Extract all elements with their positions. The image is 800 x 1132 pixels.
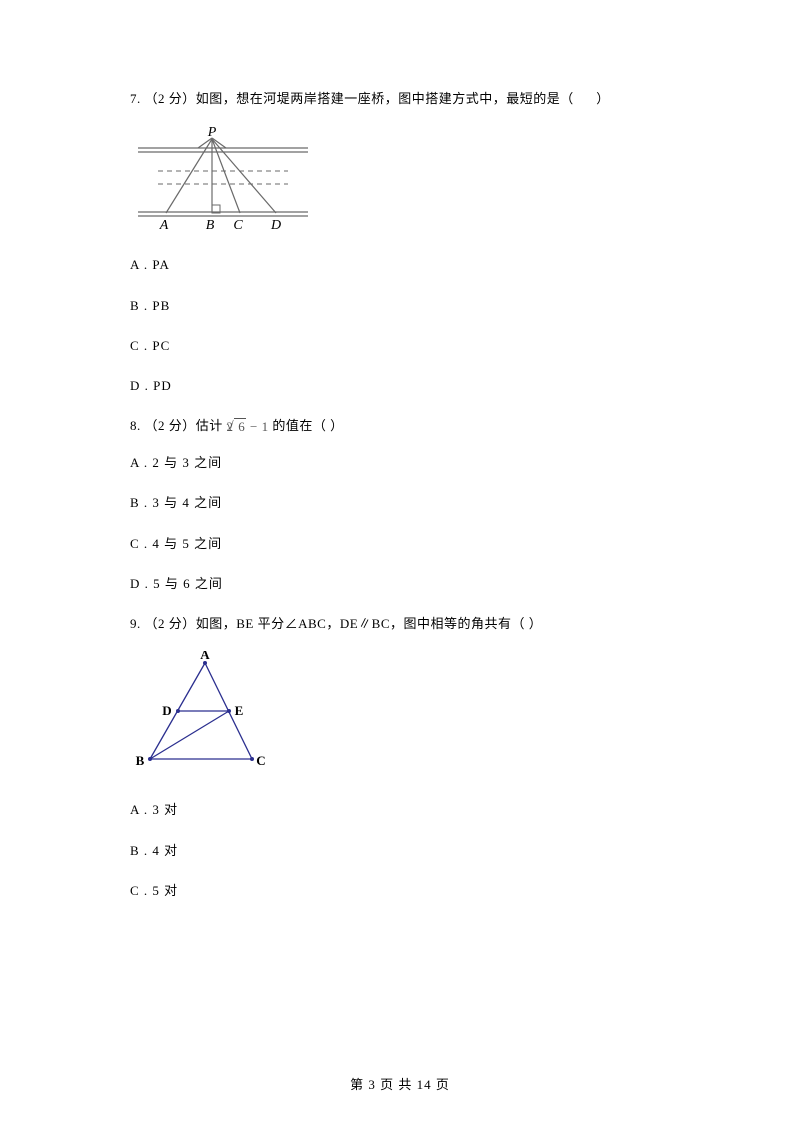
q9-label-C: C: [256, 753, 265, 768]
page-footer: 第 3 页 共 14 页: [0, 1076, 800, 1094]
q8-stem-suffix: 的值在（ ）: [272, 418, 343, 433]
q9-figure: A B C D E: [130, 651, 670, 781]
q7-option-b: B . PB: [130, 297, 670, 315]
q8-option-b: B . 3 与 4 之间: [130, 494, 670, 512]
q9-option-c: C . 5 对: [130, 882, 670, 900]
q7-option-c: C . PC: [130, 337, 670, 355]
radical-icon: 6√: [234, 418, 247, 436]
q9-option-b: B . 4 对: [130, 842, 670, 860]
q7-stem-prefix: 7. （2 分）如图，想在河堤两岸搭建一座桥，图中搭建方式中，最短的是（: [130, 91, 574, 106]
q7-label-B: B: [206, 218, 215, 231]
q8-formula-radicand: 6: [238, 419, 245, 434]
q7-option-a: A . PA: [130, 256, 670, 274]
q8-stem: 8. （2 分）估计 2 6√ − 1 的值在（ ）: [130, 417, 670, 436]
q7-label-C: C: [233, 218, 243, 231]
q7-label-D: D: [270, 218, 281, 231]
q9-label-D: D: [162, 703, 171, 718]
q9-label-E: E: [235, 703, 244, 718]
q8-option-d: D . 5 与 6 之间: [130, 575, 670, 593]
q9-label-A: A: [200, 651, 210, 662]
q7-label-P: P: [207, 126, 217, 140]
q9-option-a: A . 3 对: [130, 801, 670, 819]
q7-label-A: A: [159, 218, 169, 231]
q7-figure: P A B C D: [130, 126, 670, 236]
q9-stem: 9. （2 分）如图，BE 平分∠ABC，DE∥BC，图中相等的角共有（ ）: [130, 615, 670, 633]
q8-option-c: C . 4 与 5 之间: [130, 535, 670, 553]
q8-formula-tail: − 1: [246, 419, 268, 434]
q7-stem: 7. （2 分）如图，想在河堤两岸搭建一座桥，图中搭建方式中，最短的是（ ）: [130, 90, 670, 108]
q8-stem-prefix: 8. （2 分）估计: [130, 418, 227, 433]
q7-stem-blank: [578, 91, 593, 106]
q9-label-B: B: [136, 753, 145, 768]
q7-option-d: D . PD: [130, 377, 670, 395]
q7-stem-suffix: ）: [596, 91, 610, 106]
q8-option-a: A . 2 与 3 之间: [130, 454, 670, 472]
q8-formula: 2 6√ − 1: [227, 418, 269, 436]
